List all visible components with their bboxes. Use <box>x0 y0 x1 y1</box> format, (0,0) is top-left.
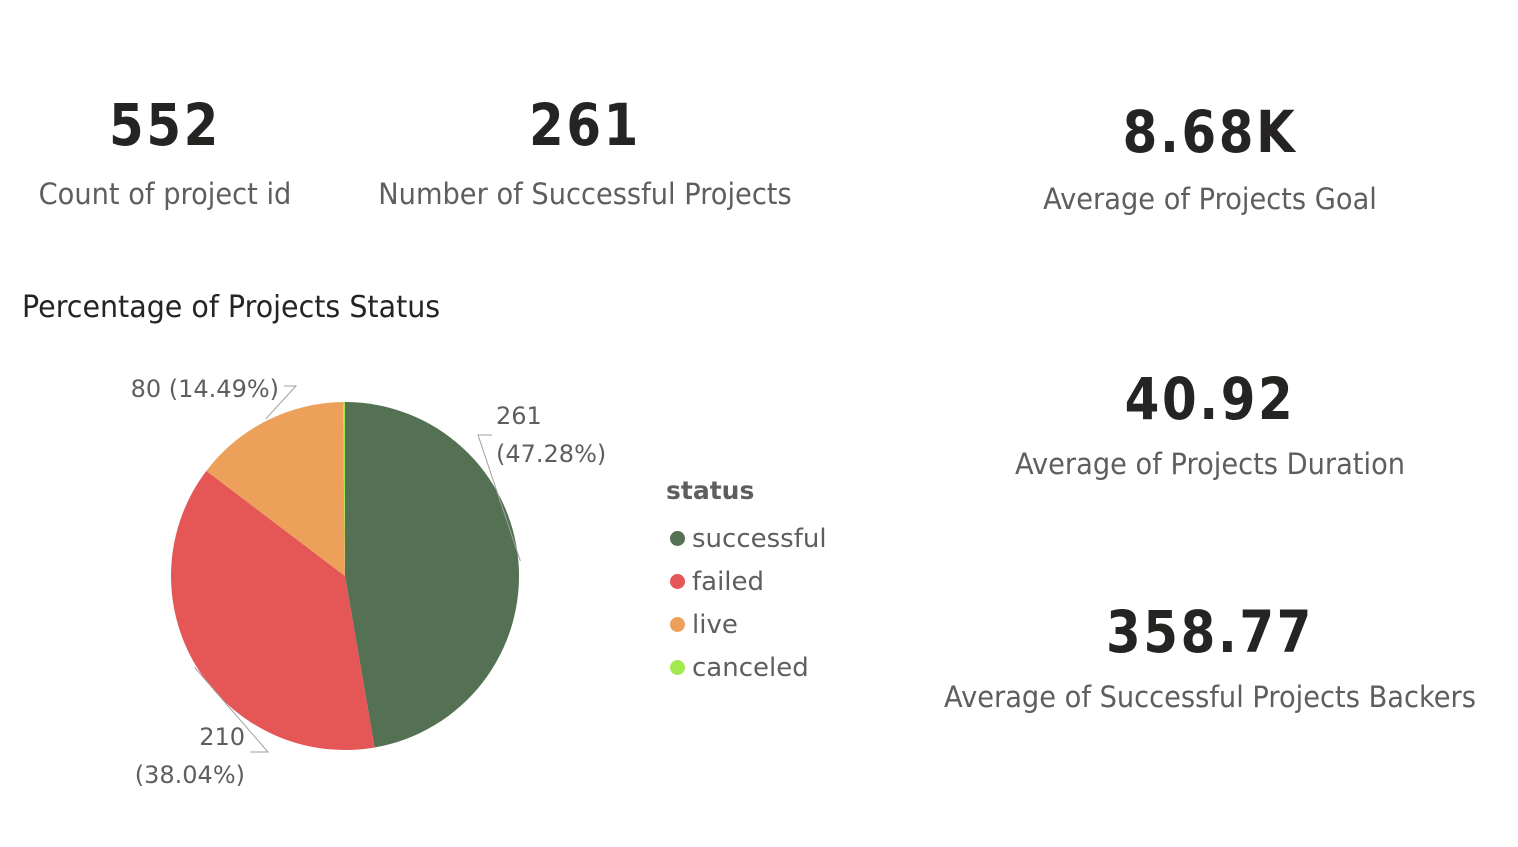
legend-label: failed <box>692 566 765 597</box>
pie-slice-canceled[interactable] <box>343 402 345 576</box>
legend-dot-icon <box>670 531 685 546</box>
kpi-card-duration: 40.92 Average of Projects Duration <box>910 370 1510 479</box>
legend-dot-icon <box>670 660 685 675</box>
pie-chart: 261 (47.28%) 210 (38.04%) 80 (14.49%) <box>131 375 607 789</box>
pie-slice-failed[interactable] <box>170 470 375 751</box>
kpi-value: 8.68K <box>1122 98 1298 166</box>
legend-item-successful[interactable]: successful <box>666 517 827 560</box>
data-label-successful-percent: (47.28%) <box>496 440 606 468</box>
kpi-label: Count of project id <box>38 177 292 211</box>
kpi-value: 552 <box>109 91 221 159</box>
legend: status successful failed live canceled <box>666 476 827 689</box>
kpi-label: Average of Projects Duration <box>1014 447 1406 481</box>
pie-slice-successful[interactable] <box>345 402 520 748</box>
legend-item-failed[interactable]: failed <box>666 560 827 603</box>
kpi-label: Average of Projects Goal <box>1043 182 1377 216</box>
data-label-failed-percent: (38.04%) <box>135 761 245 789</box>
leader-line-successful <box>477 434 521 562</box>
legend-label: canceled <box>692 652 809 683</box>
legend-title: status <box>666 476 755 505</box>
kpi-card-successful: 261 Number of Successful Projects <box>340 96 830 209</box>
kpi-label: Average of Successful Projects Backers <box>944 680 1476 714</box>
kpi-card-backers: 358.77 Average of Successful Projects Ba… <box>880 603 1518 712</box>
data-label-live: 80 (14.49%) <box>131 375 279 403</box>
legend-dot-icon <box>670 574 685 589</box>
legend-label: successful <box>692 523 827 554</box>
legend-item-canceled[interactable]: canceled <box>666 646 827 689</box>
data-label-successful-value: 261 <box>496 402 542 430</box>
kpi-card-goal: 8.68K Average of Projects Goal <box>910 103 1510 214</box>
legend-item-live[interactable]: live <box>666 603 827 646</box>
leader-line-failed <box>194 667 270 753</box>
data-label-failed-value: 210 <box>199 723 245 751</box>
leader-line-live <box>265 385 298 420</box>
pie-slice-live[interactable] <box>206 402 345 576</box>
legend-label: live <box>692 609 738 640</box>
kpi-value: 358.77 <box>1106 598 1314 666</box>
legend-dot-icon <box>670 617 685 632</box>
chart-title: Percentage of Projects Status <box>22 290 441 325</box>
kpi-card-count: 552 Count of project id <box>0 96 330 209</box>
kpi-label: Number of Successful Projects <box>378 177 792 211</box>
kpi-value: 40.92 <box>1124 365 1296 433</box>
kpi-value: 261 <box>529 91 641 159</box>
